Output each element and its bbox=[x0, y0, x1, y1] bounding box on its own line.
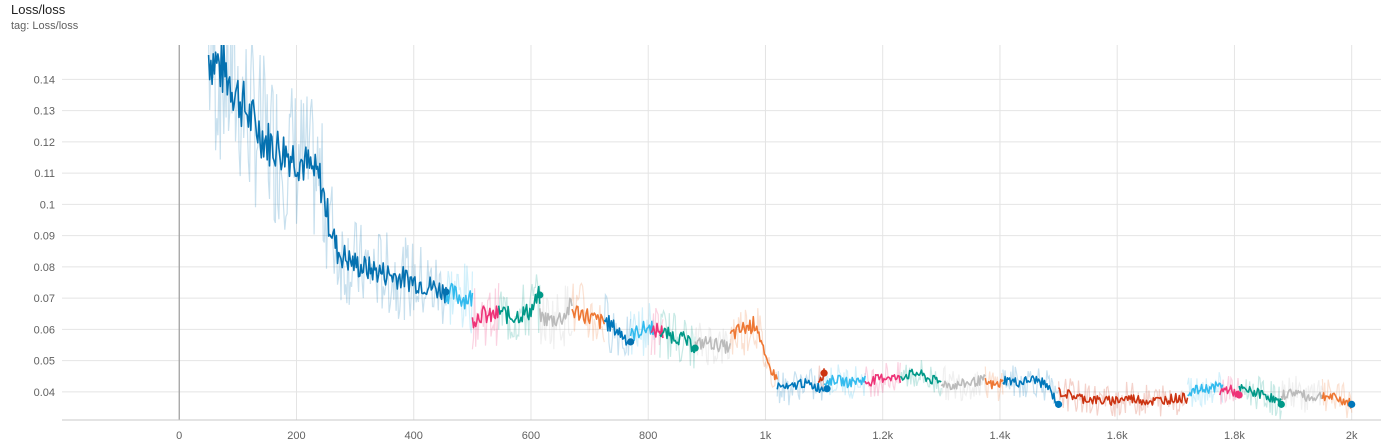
raw-series-line bbox=[498, 274, 541, 341]
series-end-point[interactable] bbox=[536, 291, 544, 299]
x-tick-label: 400 bbox=[405, 430, 423, 442]
y-tick-label: 0.12 bbox=[34, 137, 55, 149]
y-tick-label: 0.05 bbox=[34, 356, 55, 368]
smoothed-series-line[interactable] bbox=[729, 315, 778, 381]
smoothed-series-line[interactable] bbox=[694, 336, 732, 354]
x-tick-label: 0 bbox=[176, 430, 182, 442]
y-tick-label: 0.13 bbox=[34, 106, 55, 118]
y-tick-label: 0.11 bbox=[34, 168, 55, 180]
series-end-point[interactable] bbox=[1277, 400, 1285, 408]
x-tick-label: 200 bbox=[287, 430, 305, 442]
raw-series-line bbox=[1238, 375, 1282, 420]
smoothed-series-line[interactable] bbox=[207, 42, 447, 304]
chart-subtitle: tag: Loss/loss bbox=[11, 20, 79, 32]
raw-series-line bbox=[630, 303, 655, 356]
series-end-point[interactable] bbox=[823, 385, 831, 393]
raw-series-line bbox=[445, 263, 473, 334]
smoothed-series-line[interactable] bbox=[571, 305, 606, 330]
smoothed-series-line[interactable] bbox=[1187, 381, 1224, 397]
smoothed-series-line[interactable] bbox=[471, 305, 500, 329]
x-tick-label: 800 bbox=[639, 430, 657, 442]
y-tick-label: 0.14 bbox=[34, 74, 55, 86]
y-tick-label: 0.08 bbox=[34, 262, 55, 274]
raw-series-line bbox=[864, 362, 901, 397]
raw-series-line bbox=[817, 365, 825, 391]
smoothed-series-line[interactable] bbox=[899, 368, 942, 385]
series-lines bbox=[207, 42, 1353, 409]
x-tick-label: 1.8k bbox=[1224, 430, 1245, 442]
grid bbox=[62, 45, 1381, 421]
x-tick-label: 1.4k bbox=[990, 430, 1011, 442]
raw-series-line bbox=[571, 282, 605, 343]
raw-noise-bands bbox=[208, 45, 1353, 420]
series-end-point[interactable] bbox=[1235, 391, 1243, 399]
smoothed-series-line[interactable] bbox=[823, 374, 866, 389]
smoothed-series-line[interactable] bbox=[1280, 388, 1324, 402]
smoothed-series-line[interactable] bbox=[539, 297, 573, 327]
smoothed-series-line[interactable] bbox=[445, 282, 474, 310]
raw-series-line bbox=[1280, 375, 1323, 413]
series-end-point[interactable] bbox=[691, 344, 699, 352]
series-end-point[interactable] bbox=[1054, 400, 1063, 408]
series-end-point[interactable] bbox=[627, 338, 635, 346]
x-tick-label: 1k bbox=[760, 430, 772, 442]
raw-series-line bbox=[603, 292, 632, 357]
raw-series-line bbox=[1186, 372, 1224, 408]
raw-series-line bbox=[729, 308, 778, 388]
x-tick-label: 1.6k bbox=[1107, 430, 1128, 442]
smoothed-series-line[interactable] bbox=[1057, 387, 1189, 406]
y-tick-label: 0.09 bbox=[34, 231, 55, 243]
y-tick-label: 0.07 bbox=[34, 293, 55, 305]
series-end-point[interactable] bbox=[442, 288, 450, 296]
smoothed-series-line[interactable] bbox=[659, 326, 696, 354]
y-tick-label: 0.06 bbox=[34, 324, 55, 336]
raw-series-line bbox=[1002, 365, 1060, 405]
smoothed-series-line[interactable] bbox=[629, 320, 655, 342]
x-tick-label: 2k bbox=[1346, 430, 1358, 442]
raw-series-line bbox=[471, 283, 500, 350]
smoothed-series-line[interactable] bbox=[1002, 375, 1060, 409]
smoothed-series-line[interactable] bbox=[984, 377, 1004, 390]
raw-series-line bbox=[1058, 378, 1188, 417]
smoothed-series-line[interactable] bbox=[603, 314, 632, 346]
smoothed-series-line[interactable] bbox=[497, 285, 541, 325]
smoothed-series-line[interactable] bbox=[817, 368, 825, 384]
x-tick-label: 1.2k bbox=[872, 430, 893, 442]
raw-series-line bbox=[1219, 375, 1240, 405]
smoothed-series-line[interactable] bbox=[776, 378, 825, 394]
smoothed-series-line[interactable] bbox=[1238, 384, 1282, 405]
smoothed-series-line[interactable] bbox=[864, 373, 902, 387]
tick-labels: 0.04 0.05 0.06 0.07 0.08 0.09 0.1 0.11 0.12 0.13 0… bbox=[34, 74, 1358, 442]
smoothed-series-line[interactable] bbox=[940, 374, 986, 391]
y-tick-label: 0.1 bbox=[40, 199, 55, 211]
raw-series-line bbox=[208, 45, 447, 324]
x-tick-label: 600 bbox=[522, 430, 540, 442]
end-markers bbox=[442, 288, 1356, 408]
smoothed-series-line[interactable] bbox=[650, 322, 664, 339]
series-end-point[interactable] bbox=[1348, 400, 1356, 408]
smoothed-series-line[interactable] bbox=[1321, 392, 1353, 409]
series-end-point[interactable] bbox=[820, 369, 828, 377]
raw-series-line bbox=[659, 308, 696, 369]
chart-title: Loss/loss bbox=[11, 2, 66, 17]
y-tick-label: 0.04 bbox=[34, 387, 55, 399]
